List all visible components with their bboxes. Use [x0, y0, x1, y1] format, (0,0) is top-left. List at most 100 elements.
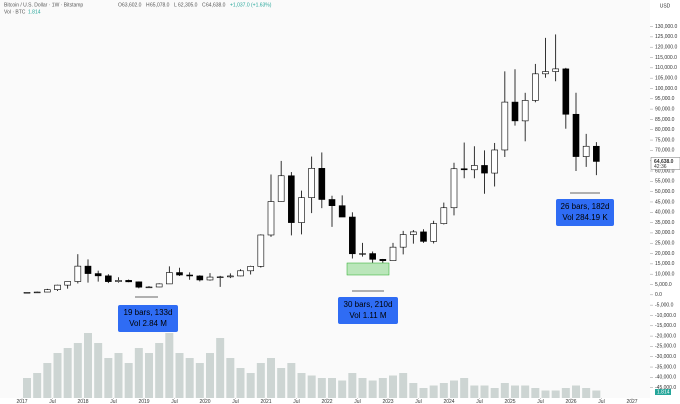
- volume-bar: [236, 368, 245, 398]
- candle-body: [399, 234, 407, 248]
- volume-bar: [378, 378, 387, 398]
- candle-body: [74, 265, 82, 282]
- volume-bar: [114, 353, 123, 398]
- candle-body: [145, 286, 153, 289]
- stat-value: 63,602.0: [122, 2, 142, 8]
- y-tick-label: -35,000.0: [655, 364, 676, 370]
- volume-bar: [134, 348, 143, 398]
- y-tick-label: 70,000.0: [655, 148, 675, 154]
- time-axis-bg: [0, 398, 680, 404]
- candle-body: [389, 246, 397, 261]
- volume-bar: [511, 385, 519, 398]
- volume-bar: [561, 388, 570, 398]
- volume-bar: [73, 343, 82, 398]
- x-tick-label: Jul: [598, 399, 604, 404]
- header-symbol: Bitcoin / U.S. Dollar · 1W · Bitstamp: [4, 2, 83, 8]
- candle-body: [155, 283, 163, 288]
- stat-value: 64,638.0: [206, 2, 226, 8]
- volume-bar: [277, 368, 286, 398]
- x-tick-label: 2022: [321, 399, 332, 404]
- candle-body: [542, 71, 549, 75]
- volume-bar: [541, 390, 550, 398]
- volume-bar: [94, 343, 103, 398]
- candle-body: [460, 168, 468, 171]
- candle-body: [572, 113, 580, 157]
- y-tick-label: -30,000.0: [655, 354, 676, 360]
- volume-bar: [500, 383, 509, 398]
- y-tick-label: -15,000.0: [655, 323, 676, 329]
- candle-body: [450, 168, 458, 209]
- volume-bar: [439, 383, 448, 398]
- y-tick-label: 25,000.0: [655, 241, 675, 247]
- x-tick-label: 2017: [16, 399, 27, 404]
- annotation-volume: Vol 2.84 M: [129, 319, 167, 328]
- candle-body: [206, 276, 214, 281]
- candle-body: [23, 292, 31, 294]
- volume-bar: [145, 353, 153, 398]
- y-tick-label: 100,000.0: [655, 86, 677, 92]
- stat-value: 62,305.0: [178, 2, 198, 8]
- candle-body: [511, 101, 519, 122]
- volume-bar: [328, 378, 336, 398]
- candle-body: [552, 68, 559, 72]
- candle-body: [298, 197, 305, 223]
- candle-body: [257, 234, 265, 267]
- volume-bar: [572, 385, 580, 398]
- candle-body: [379, 259, 387, 261]
- volume-bar: [531, 388, 540, 398]
- volume-bar: [206, 353, 214, 398]
- candle-body: [227, 275, 234, 278]
- volume-bar: [348, 373, 357, 398]
- volume-bar: [338, 380, 347, 398]
- volume-bar: [23, 378, 31, 398]
- x-tick-label: Jul: [110, 399, 116, 404]
- candle-body: [369, 253, 376, 260]
- y-tick-label: 95,000.0: [655, 96, 675, 102]
- volume-bar: [216, 338, 225, 398]
- candle-body: [288, 175, 295, 223]
- volume-bar: [256, 363, 265, 398]
- candle-body: [94, 273, 102, 277]
- volume-bar: [267, 358, 275, 398]
- volume-bar: [551, 390, 560, 398]
- candle-body: [491, 149, 498, 174]
- volume-bar: [592, 390, 601, 398]
- y-tick-label: 5,000.0: [655, 282, 672, 288]
- candle-body: [186, 274, 193, 277]
- y-tick-label: 50,000.0: [655, 189, 675, 195]
- volume-bar: [368, 380, 377, 398]
- candle-body: [430, 223, 437, 242]
- y-tick-label: 105,000.0: [655, 75, 677, 81]
- volume-bar: [399, 373, 408, 398]
- x-tick-label: Jul: [415, 399, 421, 404]
- candle-body: [54, 284, 61, 290]
- stat-key: H: [146, 2, 150, 8]
- candle-body: [277, 175, 285, 202]
- volume-bar: [521, 385, 530, 398]
- annotation-box: [338, 297, 398, 324]
- candle-body: [481, 165, 488, 174]
- x-tick-label: 2027: [626, 399, 637, 404]
- volume-bar: [63, 348, 72, 398]
- x-tick-label: Jul: [537, 399, 543, 404]
- y-tick-label: 120,000.0: [655, 45, 677, 51]
- candle-body: [105, 275, 112, 282]
- y-tick-label: 90,000.0: [655, 106, 675, 112]
- candle-body: [64, 281, 71, 286]
- volume-bar: [307, 375, 316, 398]
- volume-bar: [175, 353, 184, 398]
- stat-key: C: [202, 2, 206, 8]
- volume-bar: [124, 363, 133, 398]
- volume-last-box: [655, 389, 671, 395]
- volume-bar: [104, 358, 113, 398]
- x-tick-label: 2025: [504, 399, 515, 404]
- candle-body: [176, 272, 183, 276]
- volume-bar: [358, 378, 367, 398]
- annotation-box: [556, 199, 614, 226]
- candle-body: [562, 68, 570, 115]
- y-tick-label: -5,000.0: [655, 302, 674, 308]
- volume-bar: [195, 363, 204, 398]
- candle-body: [359, 253, 366, 255]
- candle-body: [420, 231, 427, 242]
